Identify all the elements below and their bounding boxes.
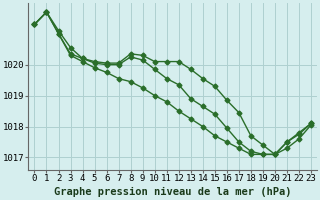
X-axis label: Graphe pression niveau de la mer (hPa): Graphe pression niveau de la mer (hPa) xyxy=(54,187,292,197)
